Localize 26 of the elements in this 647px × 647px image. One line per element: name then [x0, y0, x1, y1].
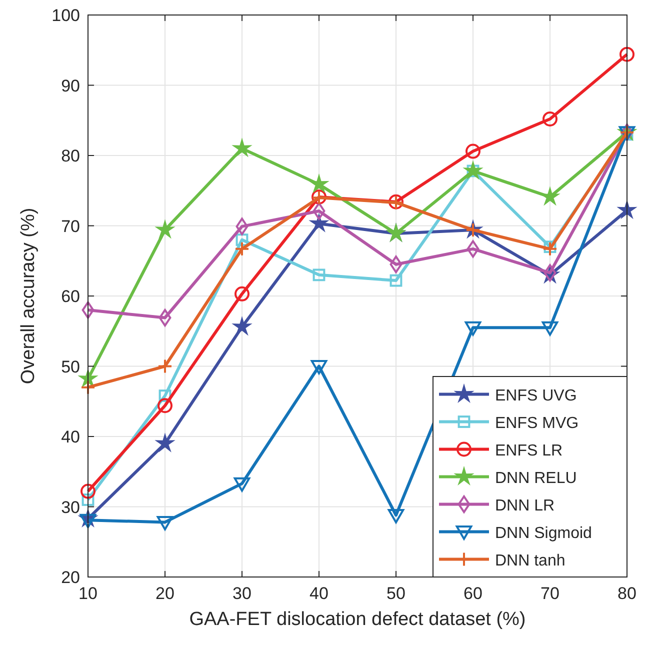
legend-label: DNN LR	[495, 497, 555, 514]
y-tick-label: 50	[61, 357, 80, 376]
y-tick-label: 80	[61, 146, 80, 166]
x-tick-label: 40	[310, 584, 328, 603]
y-tick-label: 100	[52, 6, 80, 25]
legend-label: ENFS UVG	[495, 387, 577, 404]
x-tick-label: 80	[618, 584, 636, 603]
legend-label: DNN Sigmoid	[495, 524, 592, 542]
y-tick-label: 90	[61, 76, 80, 96]
x-tick-label: 70	[540, 584, 560, 603]
y-tick-label: 60	[61, 287, 80, 306]
y-tick-label: 20	[61, 568, 80, 587]
x-tick-label: 30	[232, 584, 252, 603]
y-tick-label: 40	[61, 428, 80, 446]
y-axis-title: Overall accuracy (%)	[18, 208, 39, 384]
legend-label: DNN RELU	[495, 470, 577, 487]
legend-label: DNN tanh	[495, 552, 566, 570]
x-tick-label: 50	[386, 584, 406, 603]
legend-label: ENFS LR	[495, 442, 563, 460]
x-tick-label: 10	[78, 584, 98, 603]
y-tick-label: 70	[61, 216, 80, 236]
legend-label: ENFS MVG	[495, 414, 579, 432]
x-axis-title: GAA-FET dislocation defect dataset (%)	[189, 609, 526, 630]
y-tick-label: 30	[61, 498, 80, 517]
x-tick-label: 20	[156, 584, 174, 603]
x-tick-label: 60	[464, 584, 482, 603]
